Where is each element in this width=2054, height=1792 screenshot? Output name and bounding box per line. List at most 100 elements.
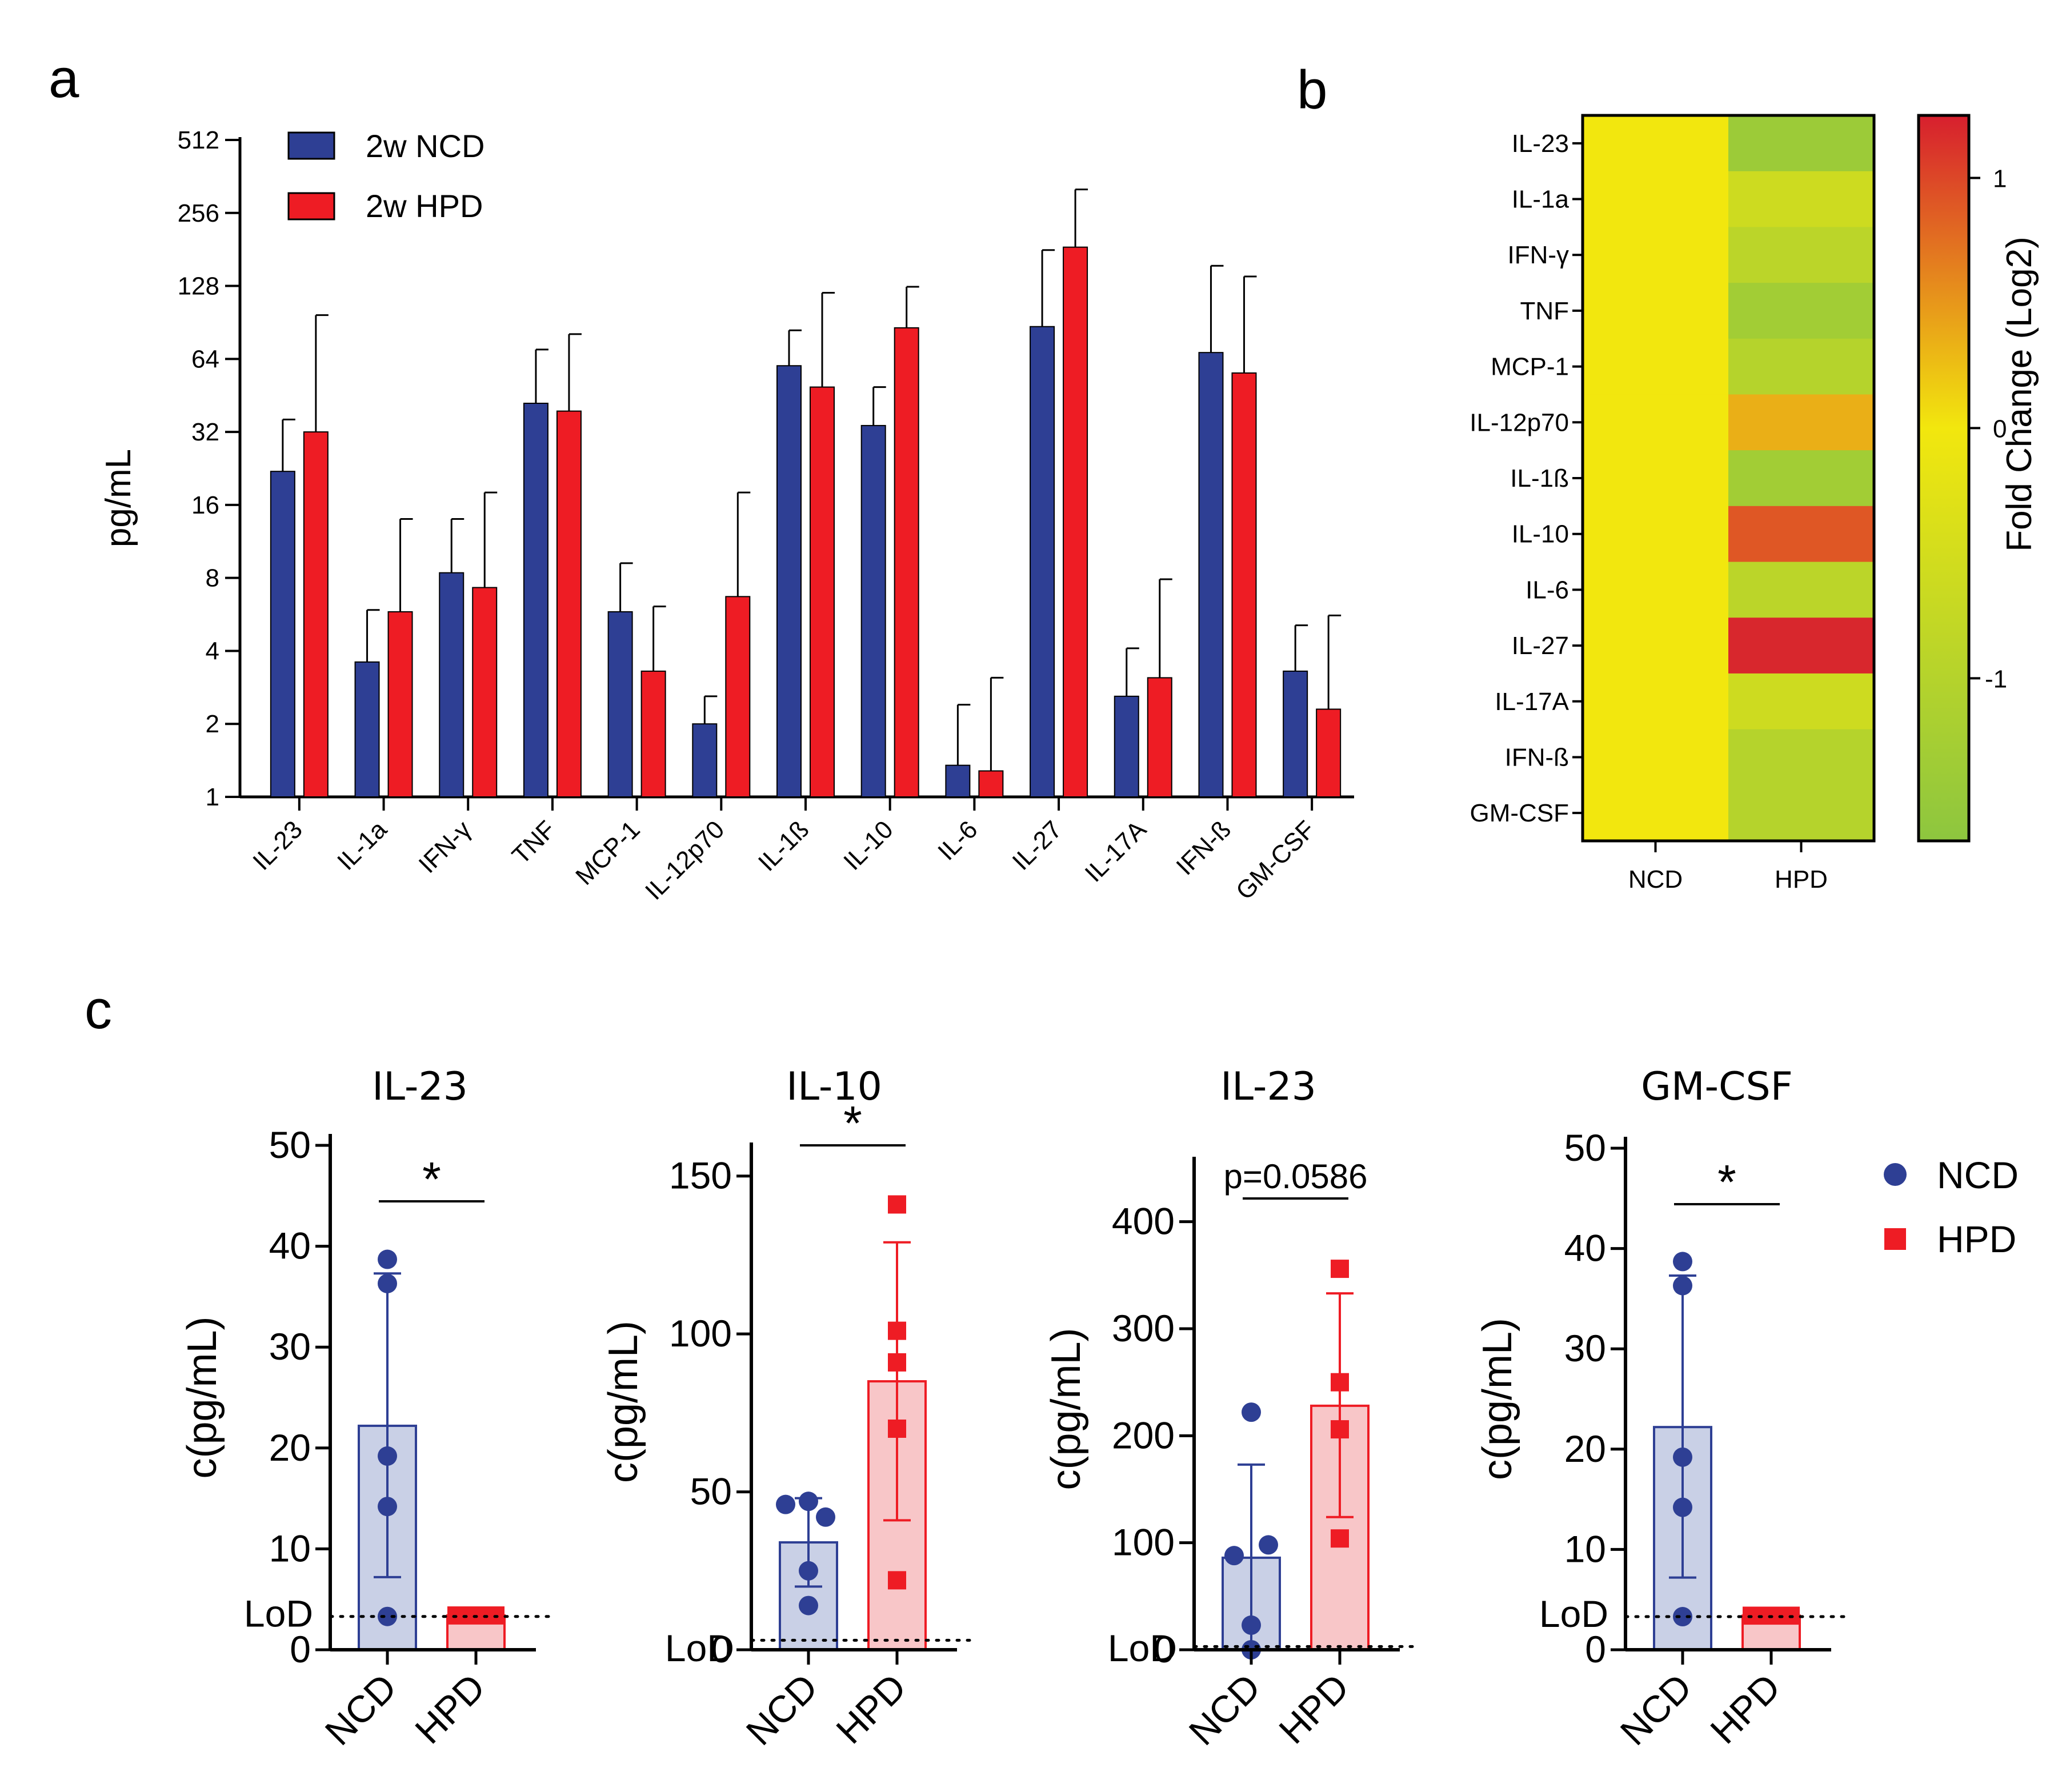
legend-label-ncd: 2w NCD <box>366 128 485 164</box>
bar-ncd-12 <box>1283 670 1308 797</box>
point-ncd <box>1673 1607 1692 1627</box>
y-tick-label-a: 32 <box>191 418 219 446</box>
point-ncd <box>378 1606 397 1626</box>
bar-hpd-10 <box>1147 677 1172 797</box>
y-tick-label-c: 200 <box>1112 1414 1175 1456</box>
panel-label-c: c <box>85 979 112 1040</box>
y-tick-label-c: 20 <box>1564 1428 1606 1470</box>
x-tick-label-c: HPD <box>828 1666 914 1752</box>
heatmap-cell-0-0 <box>1583 115 1729 172</box>
bar-hpd-3 <box>556 410 582 797</box>
y-tick-label-a: 8 <box>206 564 219 592</box>
y-tick-label-c: 30 <box>269 1325 311 1368</box>
significance-pvalue: p=0.0586 <box>1224 1157 1368 1196</box>
x-tick-label-a: TNF <box>507 815 561 869</box>
bar-chart-a: pg/mL 2w NCD 2w HPD 1 2 4 8 16 32 64 128 256 512 I… <box>99 126 1354 905</box>
heatmap-cell-6-0 <box>1583 450 1729 507</box>
significance-star: * <box>843 1096 862 1150</box>
lod-label: LoD <box>1108 1627 1177 1669</box>
point-hpd <box>888 1419 906 1438</box>
point-ncd <box>1242 1615 1261 1635</box>
y-tick-label-a: 128 <box>178 272 219 300</box>
heatmap-cell-11-1 <box>1728 729 1875 785</box>
y-axis-title-c: c(pg/mL) <box>179 1316 225 1478</box>
row-label-b: IL-10 <box>1512 520 1569 548</box>
legend-swatch-hpd <box>287 192 335 221</box>
lod-label: LoD <box>665 1627 734 1669</box>
y-tick-label-c: 0 <box>1154 1628 1175 1670</box>
point-ncd <box>378 1497 397 1517</box>
heatmap-cell-12-0 <box>1583 785 1729 841</box>
point-hpd <box>1331 1420 1349 1439</box>
heatmap-cell-5-0 <box>1583 394 1729 451</box>
x-tick-label-c: HPD <box>407 1666 493 1752</box>
bar-hpd-7 <box>894 327 919 797</box>
colorbar <box>1917 114 1971 843</box>
x-tick-label-c: NCD <box>738 1666 825 1753</box>
y-tick-label-c: 20 <box>269 1426 311 1469</box>
y-tick-label-c: 40 <box>1564 1227 1606 1269</box>
bar-ncd-1 <box>354 661 380 797</box>
heatmap-cell-8-1 <box>1728 562 1875 618</box>
subplot-title: IL-23 <box>372 1064 468 1109</box>
significance-star: * <box>1717 1155 1736 1209</box>
point-hpd <box>888 1195 906 1214</box>
bar-ncd-5 <box>692 723 718 797</box>
subplot-title: IL-10 <box>786 1064 882 1109</box>
lod-label: LoD <box>244 1593 313 1635</box>
bar-ncd-3 <box>523 402 548 797</box>
bar-ncd-8 <box>945 764 971 797</box>
bar-hpd-12 <box>1316 708 1342 797</box>
heatmap-cell-2-0 <box>1583 227 1729 283</box>
panel-label-b: b <box>1297 59 1327 121</box>
colorbar-tick-label: -1 <box>1985 665 2007 693</box>
point-ncd <box>378 1446 397 1466</box>
heatmap-cell-7-1 <box>1728 506 1875 563</box>
legend-label-hpd: 2w HPD <box>366 188 483 224</box>
y-axis-title-a: pg/mL <box>99 449 138 547</box>
x-tick-label-a: IFN-ß <box>1171 815 1236 880</box>
point-ncd <box>1673 1252 1692 1272</box>
row-label-b: MCP-1 <box>1491 353 1569 381</box>
point-ncd <box>378 1273 397 1293</box>
point-ncd <box>1673 1497 1692 1517</box>
x-tick-label-c: NCD <box>1180 1666 1268 1753</box>
y-axis-title-c: c(pg/mL) <box>1043 1328 1089 1490</box>
y-tick-label-c: 400 <box>1112 1200 1175 1242</box>
point-ncd <box>1242 1402 1261 1422</box>
y-tick-label-c: 50 <box>690 1470 732 1513</box>
bar-ncd-4 <box>607 611 633 798</box>
heatmap-cell-1-0 <box>1583 171 1729 227</box>
heatmap-b: Fold Change (Log2) IL-23 IL-1a IFN-γ TNF MCP… <box>1470 114 2039 893</box>
row-label-b: IL-1a <box>1512 186 1569 214</box>
x-tick-label-a: GM-CSF <box>1231 815 1320 905</box>
colorbar-tick-label: 0 <box>1993 415 2007 443</box>
point-ncd <box>1224 1546 1244 1566</box>
heatmap-cell-8-0 <box>1583 562 1729 618</box>
heatmap-cell-3-0 <box>1583 283 1729 339</box>
y-tick-label-c: 50 <box>269 1124 311 1166</box>
colorbar-tick-label: 1 <box>1993 165 2007 193</box>
point-hpd <box>1331 1260 1349 1278</box>
heatmap-cell-4-1 <box>1728 338 1875 395</box>
row-label-b: TNF <box>1520 297 1569 325</box>
y-tick-label-c: 10 <box>1564 1528 1606 1570</box>
bar-ncd-6 <box>776 365 802 797</box>
legend-marker-ncd-c <box>1884 1163 1907 1186</box>
x-tick-label-c: NCD <box>1612 1666 1699 1753</box>
point-ncd <box>799 1492 818 1512</box>
row-label-b: IFN-γ <box>1507 241 1569 269</box>
bar-hpd-4 <box>640 670 666 797</box>
x-tick-label-c: HPD <box>1702 1666 1788 1752</box>
y-tick-label-c: 30 <box>1564 1327 1606 1369</box>
heatmap-cell-9-0 <box>1583 618 1729 674</box>
bar-hpd-1 <box>387 611 413 798</box>
point-hpd <box>1331 1529 1349 1548</box>
legend-label-ncd-c: NCD <box>1937 1154 2019 1196</box>
panel-label-a: a <box>49 48 79 109</box>
heatmap-frame <box>1581 114 1876 843</box>
row-label-b: GM-CSF <box>1470 799 1569 827</box>
x-tick-label-a: IL-10 <box>838 815 899 876</box>
